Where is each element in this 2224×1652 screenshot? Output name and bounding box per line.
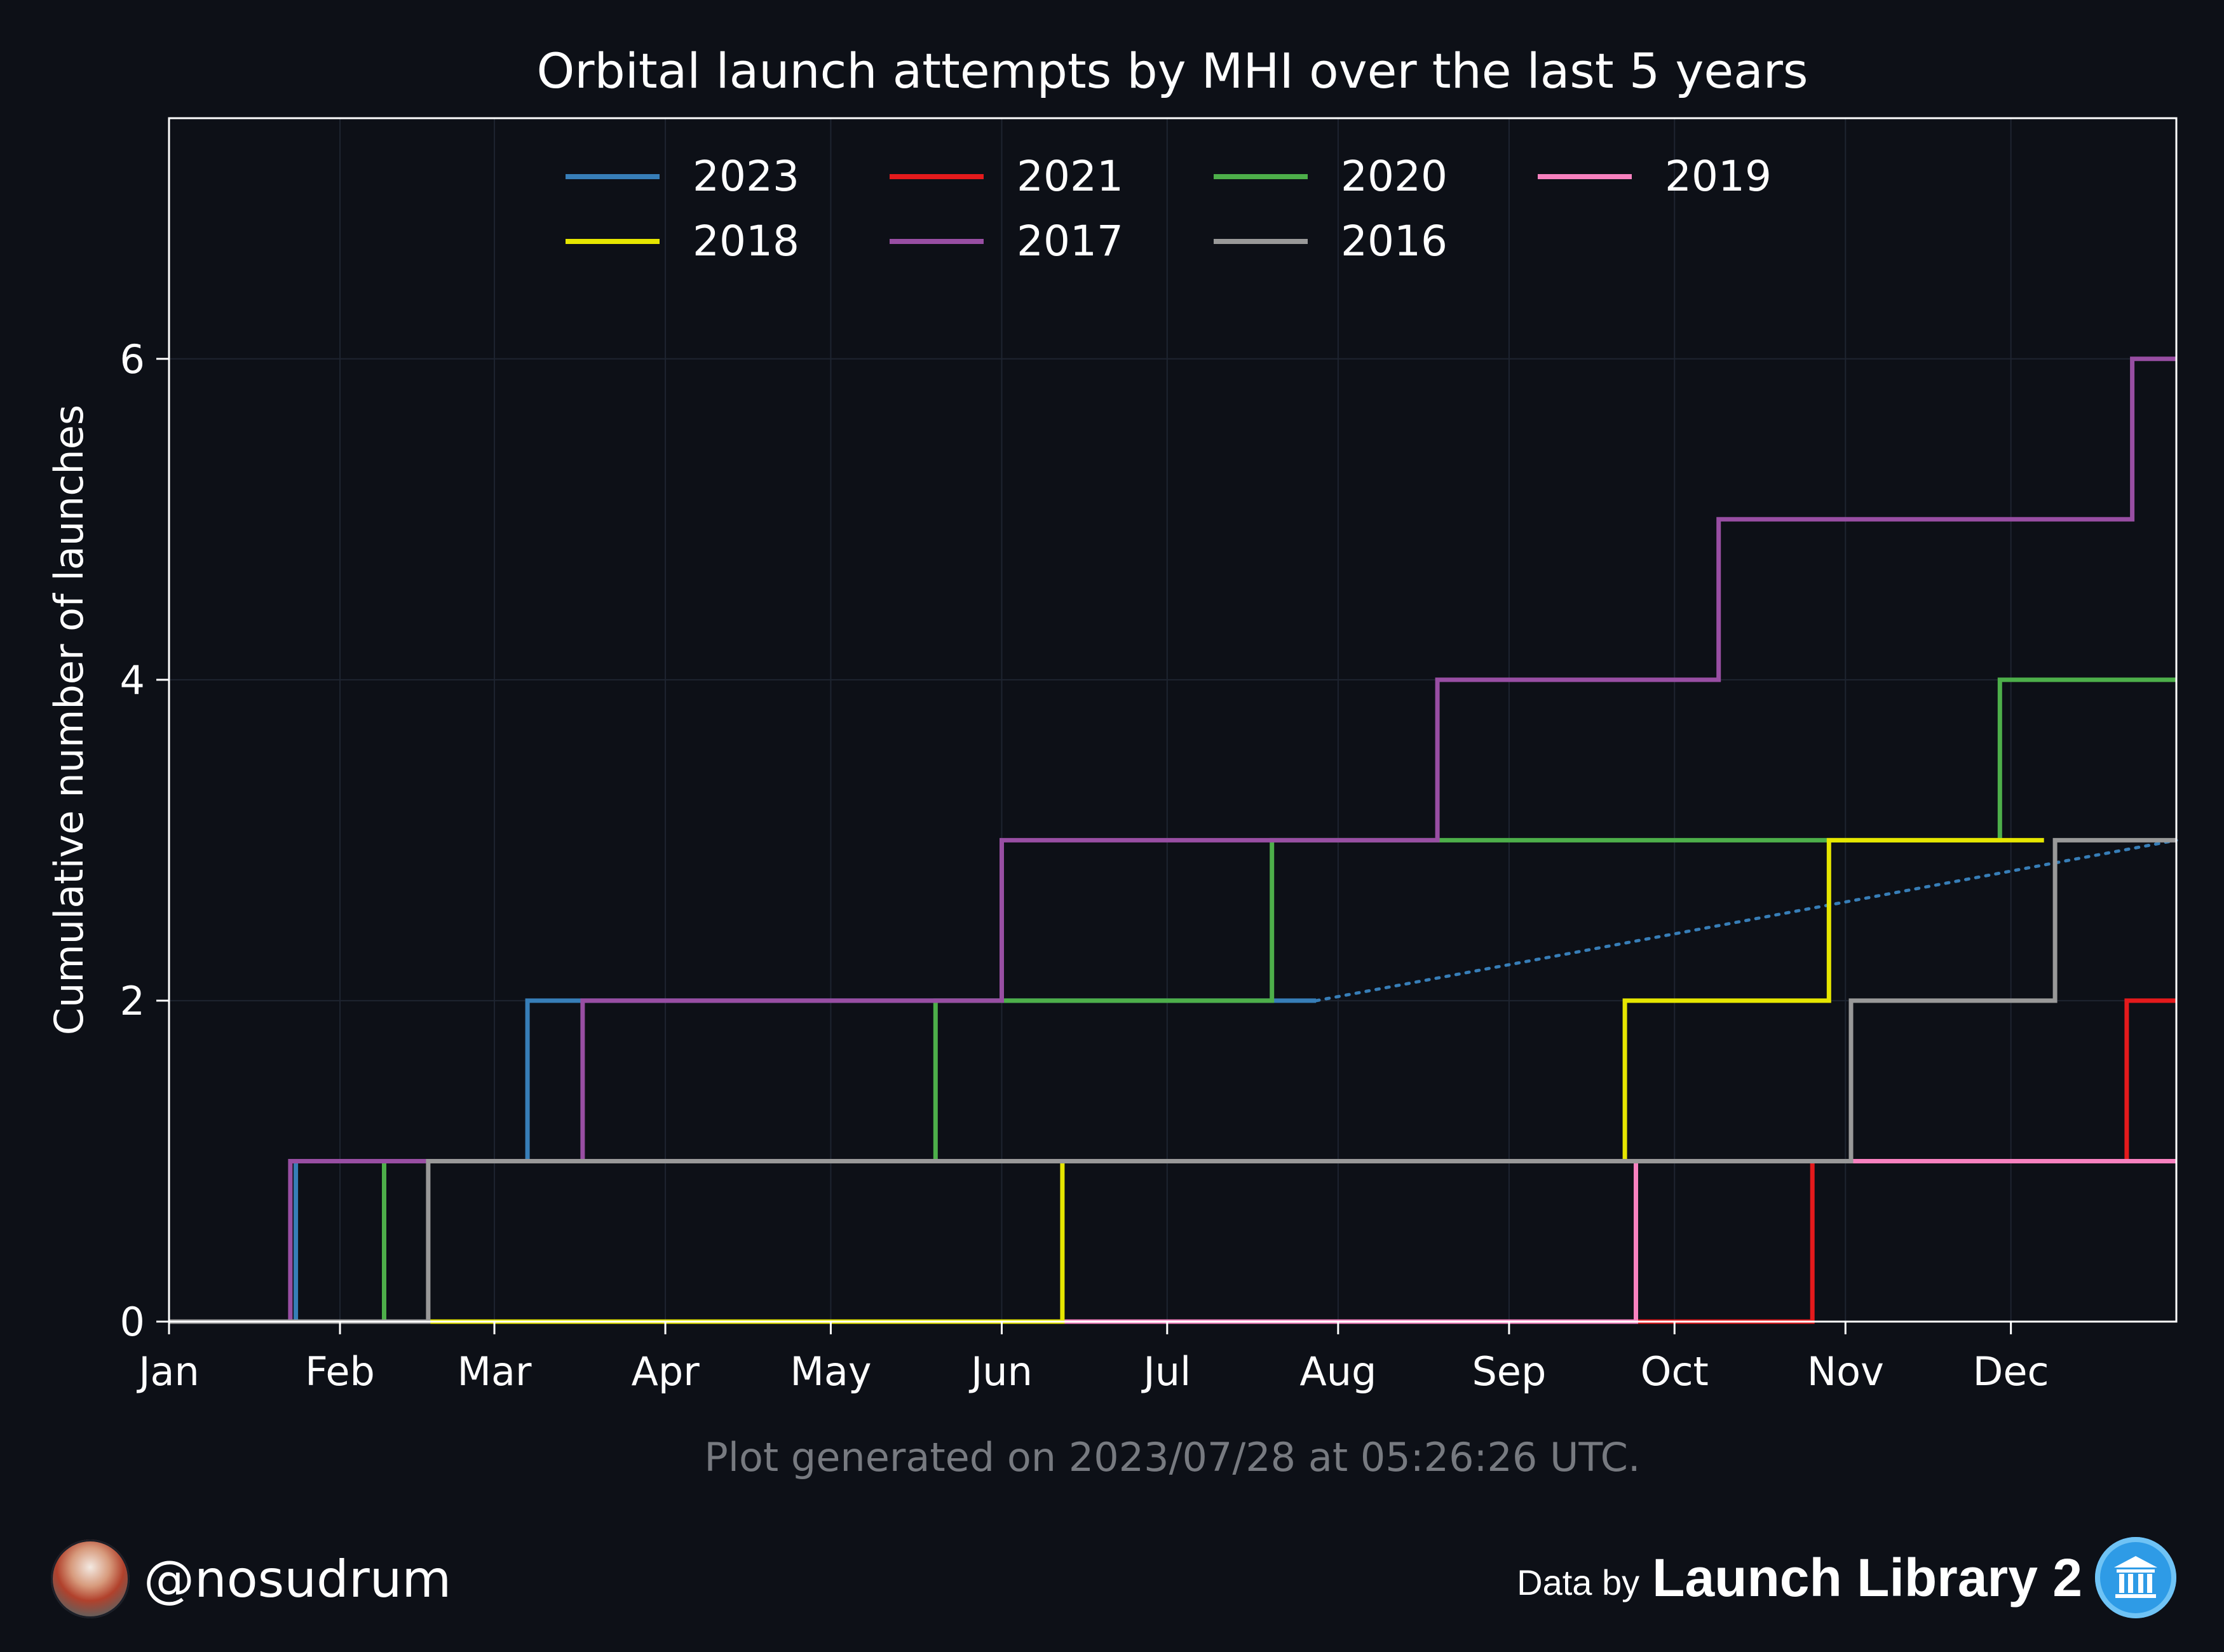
x-tick-label: May xyxy=(790,1348,871,1395)
series-line-2018 xyxy=(169,837,2044,1324)
y-tick-label: 0 xyxy=(120,1299,145,1345)
legend-label-2019: 2019 xyxy=(1665,152,1772,201)
legend-label-2021: 2021 xyxy=(1017,152,1123,201)
series-group xyxy=(169,356,2178,1324)
y-tick-label: 4 xyxy=(120,657,145,703)
author-handle[interactable]: @nosudrum xyxy=(144,1549,452,1609)
y-tick-label: 6 xyxy=(120,336,145,383)
data-source-credit: Data by Launch Library 2 xyxy=(1517,1536,2176,1619)
series-line-2016 xyxy=(169,837,2176,1324)
legend-label-2016: 2016 xyxy=(1341,217,1448,266)
x-tick-label: Feb xyxy=(305,1348,375,1395)
data-by-label: Data by xyxy=(1517,1562,1640,1602)
x-tick-label: Jan xyxy=(136,1348,200,1395)
y-axis-label: Cumulative number of launches xyxy=(46,405,92,1035)
legend-label-2018: 2018 xyxy=(693,217,799,266)
axes: Jan Feb Mar Apr May Jun Jul Aug Sep Oct Nov Dec 0 2 4 6 xyxy=(120,336,2049,1395)
series-projection-2023 xyxy=(1314,838,2178,1003)
legend-label-2020: 2020 xyxy=(1341,152,1448,201)
series-line-2017 xyxy=(169,356,2176,1324)
x-tick-label: Dec xyxy=(1973,1348,2049,1395)
x-tick-label: Nov xyxy=(1807,1348,1884,1395)
library-building-icon xyxy=(2095,1537,2176,1618)
x-tick-label: Aug xyxy=(1299,1348,1376,1395)
x-tick-label: Apr xyxy=(631,1348,700,1395)
legend-label-2017: 2017 xyxy=(1017,217,1123,266)
data-source-name[interactable]: Launch Library 2 xyxy=(1652,1547,2082,1608)
author-credit: @nosudrum xyxy=(51,1538,451,1620)
series-line-2019 xyxy=(169,1159,2176,1324)
x-tick-label: Oct xyxy=(1641,1348,1709,1395)
x-tick-label: Jul xyxy=(1141,1348,1191,1395)
x-tick-label: Sep xyxy=(1472,1348,1546,1395)
x-tick-label: Jun xyxy=(968,1348,1033,1395)
plot-frame xyxy=(168,117,2178,1323)
y-tick-label: 2 xyxy=(120,978,145,1024)
legend-label-2023: 2023 xyxy=(693,152,799,201)
grid xyxy=(168,118,2176,1322)
series-line-2020 xyxy=(169,677,2176,1324)
x-tick-label: Mar xyxy=(458,1348,532,1395)
legend: 2023 2021 2020 2019 2018 2017 2016 xyxy=(566,152,1772,266)
astronaut-avatar-icon xyxy=(51,1540,130,1618)
generated-note: Plot generated on 2023/07/28 at 05:26:26… xyxy=(704,1434,1640,1480)
chart-title: Orbital launch attempts by MHI over the … xyxy=(536,43,1808,99)
